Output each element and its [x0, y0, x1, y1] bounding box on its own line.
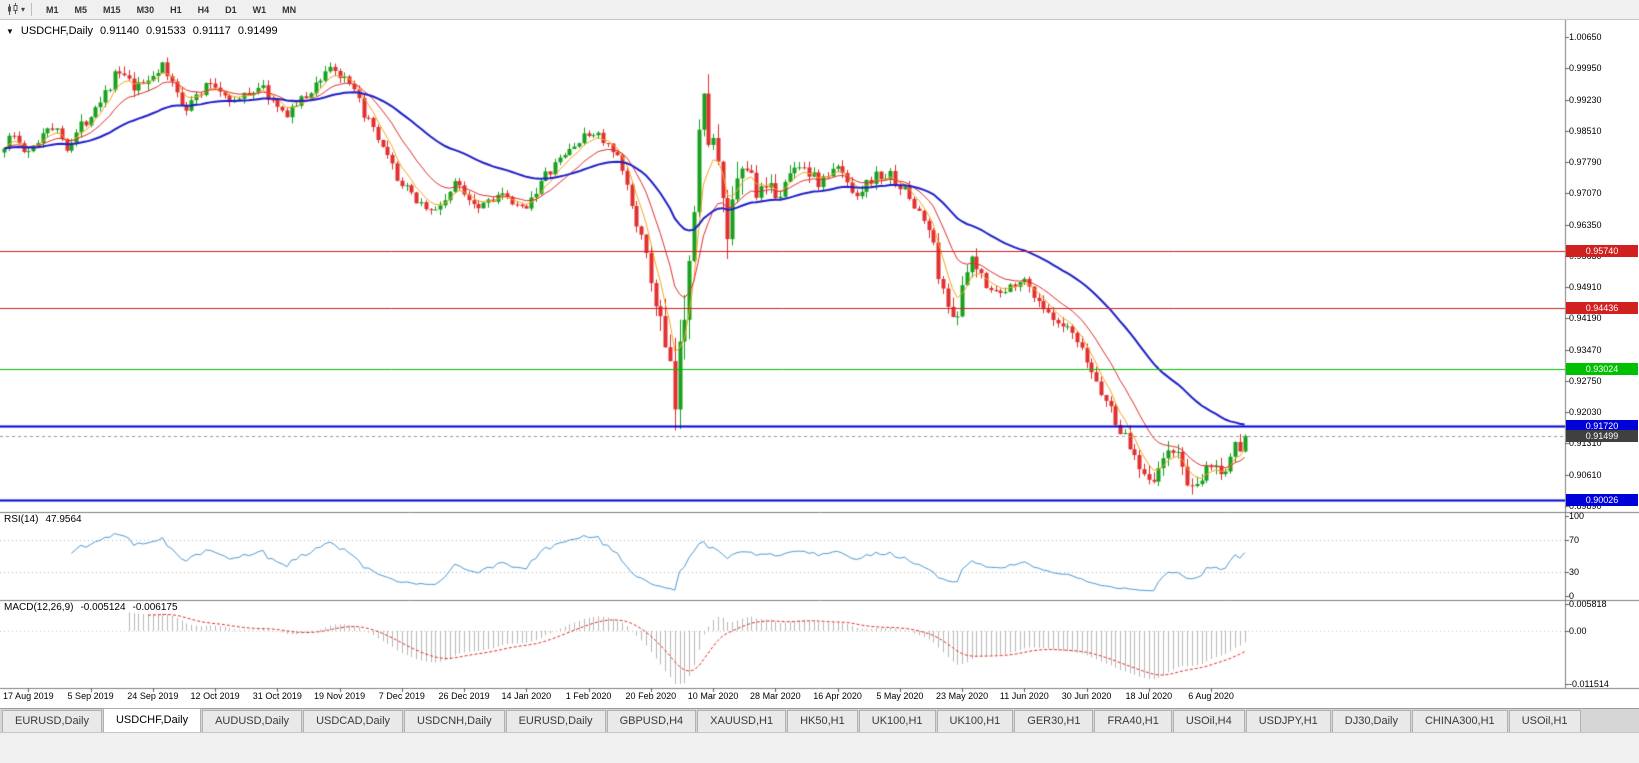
timeframe-button-h4[interactable]: H4 — [197, 4, 210, 15]
level-price-tag: 0.90026 — [1566, 494, 1638, 507]
ohlc-close: 0.91499 — [237, 25, 278, 37]
chart-tab-5-eurusd-daily[interactable]: EURUSD,Daily — [505, 710, 606, 732]
price-axis-label: 0.93470 — [1569, 344, 1602, 355]
price-axis-label: 0.92750 — [1569, 375, 1602, 386]
price-axis-label: 1.00650 — [1569, 32, 1602, 42]
chart-area: ▼ USDCHF,Daily 0.91140 0.91533 0.91117 0… — [0, 20, 1639, 708]
chart-tab-7-xauusd-h1[interactable]: XAUUSD,H1 — [697, 710, 787, 732]
rsi-indicator-label: RSI(14) 47.9564 — [4, 514, 82, 525]
timeframe-button-m30[interactable]: M30 — [136, 4, 155, 15]
chart-tab-15-dj30-daily[interactable]: DJ30,Daily — [1331, 710, 1411, 732]
time-axis-label: 19 Nov 2019 — [314, 691, 366, 701]
chart-tab-2-audusd-daily[interactable]: AUDUSD,Daily — [202, 710, 303, 732]
rsi-axis-label: 0 — [1569, 591, 1575, 601]
time-axis-label: 6 Aug 2020 — [1188, 691, 1234, 701]
chart-tab-1-usdchf-daily[interactable]: USDCHF,Daily — [102, 708, 202, 732]
chart-tab-17-usoil-h1[interactable]: USOil,H1 — [1508, 710, 1581, 732]
time-axis-label: 26 Dec 2019 — [438, 691, 490, 701]
time-axis-label: 23 May 2020 — [936, 691, 989, 701]
price-axis-label: 0.97070 — [1569, 188, 1602, 199]
rsi-axis-label: 70 — [1569, 535, 1580, 545]
ohlc-open: 0.91140 — [100, 25, 139, 37]
time-axis-label: 20 Feb 2020 — [625, 691, 677, 701]
timeframe-toolbar: M1 M5 M15 M30 H1 H4 D1 W1 MN — [38, 2, 304, 18]
symbol-period-label: USDCHF,Daily — [20, 25, 94, 37]
chart-tab-14-usdjpy-h1[interactable]: USDJPY,H1 — [1245, 710, 1331, 732]
ohlc-low: 0.91117 — [192, 25, 231, 37]
chart-tab-8-hk50-h1[interactable]: HK50,H1 — [787, 710, 858, 732]
macd-name: MACD(12,26,9) — [4, 602, 74, 613]
price-axis-label: 0.98510 — [1569, 125, 1602, 136]
timeframe-button-h1[interactable]: H1 — [170, 4, 182, 15]
chart-tab-4-usdcnh-daily[interactable]: USDCNH,Daily — [404, 710, 505, 732]
chart-tab-16-china300-h1[interactable]: CHINA300,H1 — [1411, 710, 1508, 732]
time-axis-label: 16 Apr 2020 — [813, 691, 862, 701]
chart-tab-6-gbpusd-h4[interactable]: GBPUSD,H4 — [606, 710, 697, 732]
timeframe-button-mn[interactable]: MN — [282, 4, 297, 15]
time-axis-label: 31 Oct 2019 — [252, 691, 302, 701]
timeframe-button-m5[interactable]: M5 — [74, 4, 88, 15]
time-axis-label: 17 Aug 2019 — [3, 691, 54, 701]
candlestick-chart-canvas[interactable] — [0, 20, 1639, 708]
level-price-tag: 0.94436 — [1566, 301, 1638, 314]
timeframe-button-m15[interactable]: M15 — [103, 4, 121, 15]
macd-main-value: -0.005124 — [80, 602, 126, 613]
current-price-tag: 0.91499 — [1566, 429, 1638, 442]
time-axis-label: 1 Feb 2020 — [565, 691, 612, 701]
time-axis-label: 30 Jun 2020 — [1061, 691, 1112, 701]
candlestick-chart-icon[interactable] — [4, 2, 21, 17]
price-axis-label: 0.91310 — [1569, 438, 1602, 449]
time-axis-label: 12 Oct 2019 — [190, 691, 240, 701]
macd-axis-label: 0.00 — [1569, 625, 1587, 636]
timeframe-button-m1[interactable]: M1 — [46, 4, 59, 15]
macd-signal-value: -0.006175 — [132, 602, 178, 613]
rsi-name: RSI(14) — [4, 514, 39, 525]
time-axis-label: 5 Sep 2019 — [67, 691, 114, 701]
toolbar-separator — [31, 3, 33, 16]
time-axis-label: 7 Dec 2019 — [378, 691, 425, 701]
chart-tab-13-usoil-h4[interactable]: USOil,H4 — [1172, 710, 1245, 732]
level-price-tag: 0.91720 — [1566, 420, 1638, 433]
price-axis-label: 0.92030 — [1569, 407, 1602, 418]
chart-title: ▼ USDCHF,Daily 0.91140 0.91533 0.91117 0… — [6, 25, 278, 37]
status-bar — [0, 732, 1639, 763]
time-axis-label: 24 Sep 2019 — [127, 691, 179, 701]
price-axis-label: 0.94190 — [1569, 313, 1602, 324]
level-price-tag: 0.95740 — [1566, 245, 1638, 257]
chart-tab-0-eurusd-daily[interactable]: EURUSD,Daily — [2, 710, 102, 732]
chart-tab-9-uk100-h1[interactable]: UK100,H1 — [858, 710, 936, 732]
macd-indicator-label: MACD(12,26,9) -0.005124 -0.006175 — [4, 602, 178, 613]
chart-tab-10-uk100-h1[interactable]: UK100,H1 — [936, 710, 1014, 732]
chevron-down-icon[interactable]: ▾ — [21, 5, 26, 14]
timeframe-button-d1[interactable]: D1 — [225, 4, 237, 15]
chart-tab-bar: EURUSD,Daily USDCHF,Daily AUDUSD,Daily USDC… — [0, 708, 1639, 732]
price-axis-label: 0.97790 — [1569, 157, 1602, 168]
chart-tab-12-fra40-h1[interactable]: FRA40,H1 — [1094, 710, 1172, 732]
macd-axis-label: 0.005818 — [1569, 599, 1607, 609]
time-axis-label: 28 Mar 2020 — [750, 691, 801, 701]
collapse-panel-icon[interactable]: ▼ — [6, 26, 14, 36]
price-axis-label: 0.90610 — [1569, 469, 1602, 480]
price-axis-label: 0.99950 — [1569, 63, 1602, 74]
time-axis-label: 5 May 2020 — [876, 691, 924, 701]
time-axis-label: 11 Jun 2020 — [999, 691, 1049, 701]
chart-tab-3-usdcad-daily[interactable]: USDCAD,Daily — [303, 710, 404, 732]
rsi-axis-label: 100 — [1569, 511, 1585, 521]
macd-axis-label: -0.011514 — [1569, 679, 1609, 689]
time-axis-label: 10 Mar 2020 — [687, 691, 739, 701]
ohlc-high: 0.91533 — [146, 25, 186, 37]
top-toolbar: ▾ M1 M5 M15 M30 H1 H4 D1 W1 MN — [0, 0, 1639, 20]
level-price-tag: 0.93024 — [1566, 363, 1638, 376]
price-axis-label: 0.96350 — [1569, 219, 1602, 230]
rsi-axis-label: 30 — [1569, 567, 1580, 577]
chart-tab-11-ger30-h1[interactable]: GER30,H1 — [1014, 710, 1094, 732]
timeframe-button-w1[interactable]: W1 — [252, 4, 267, 15]
rsi-value: 47.9564 — [45, 514, 82, 525]
time-axis-label: 14 Jan 2020 — [501, 691, 552, 701]
price-axis-label: 0.94910 — [1569, 282, 1602, 293]
price-axis-label: 0.99230 — [1569, 94, 1602, 105]
time-axis-label: 18 Jul 2020 — [1125, 691, 1173, 701]
